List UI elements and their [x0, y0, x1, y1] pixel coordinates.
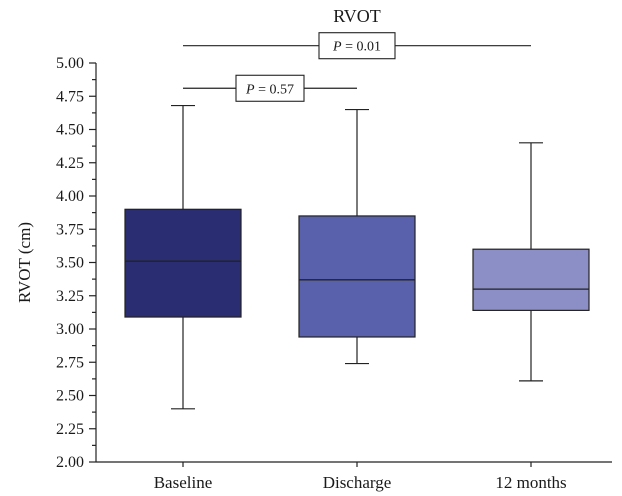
y-tick-label: 2.75 [56, 354, 84, 371]
box-12-months [472, 142, 590, 382]
y-axis-label: RVOT (cm) [15, 222, 34, 303]
y-tick-label: 3.50 [56, 255, 84, 272]
significance-annotations: P = 0.57 P = 0.01 [183, 32, 531, 102]
box-baseline [124, 104, 242, 410]
p-value-annotation: P = 0.01 [183, 32, 531, 60]
y-tick-label: 4.25 [56, 155, 84, 172]
y-tick-label: 4.00 [56, 188, 84, 205]
p-value-box [318, 32, 396, 60]
y-tick-label: 5.00 [56, 55, 84, 72]
y-tick-label: 3.25 [56, 288, 84, 305]
x-tick-label: 12 months [495, 473, 566, 492]
y-axis-ticks: 2.00 2.25 2.50 2.75 3.00 3.25 3.50 3.75 4.00 4.25… [56, 55, 96, 471]
p-value-annotation: P = 0.57 [183, 74, 357, 102]
x-tick-label: Discharge [323, 473, 392, 492]
iqr-box [298, 215, 416, 338]
p-value-box [235, 74, 305, 102]
y-tick-label: 3.75 [56, 221, 84, 238]
box-discharge [298, 108, 416, 365]
iqr-box [472, 248, 590, 311]
y-tick-label: 4.75 [56, 88, 84, 105]
y-tick-label: 2.00 [56, 454, 84, 471]
y-tick-label: 4.50 [56, 122, 84, 139]
y-tick-label: 2.50 [56, 388, 84, 405]
chart-title: RVOT [333, 6, 381, 26]
x-tick-label: Baseline [154, 473, 213, 492]
y-tick-label: 3.00 [56, 321, 84, 338]
p-value-label: P = 0.57 [245, 82, 294, 97]
x-axis-labels: Baseline Discharge 12 months [154, 462, 567, 492]
iqr-box [124, 208, 242, 318]
y-tick-label: 2.25 [56, 421, 84, 438]
p-value-label: P = 0.01 [332, 40, 381, 55]
boxes-group [124, 104, 590, 410]
